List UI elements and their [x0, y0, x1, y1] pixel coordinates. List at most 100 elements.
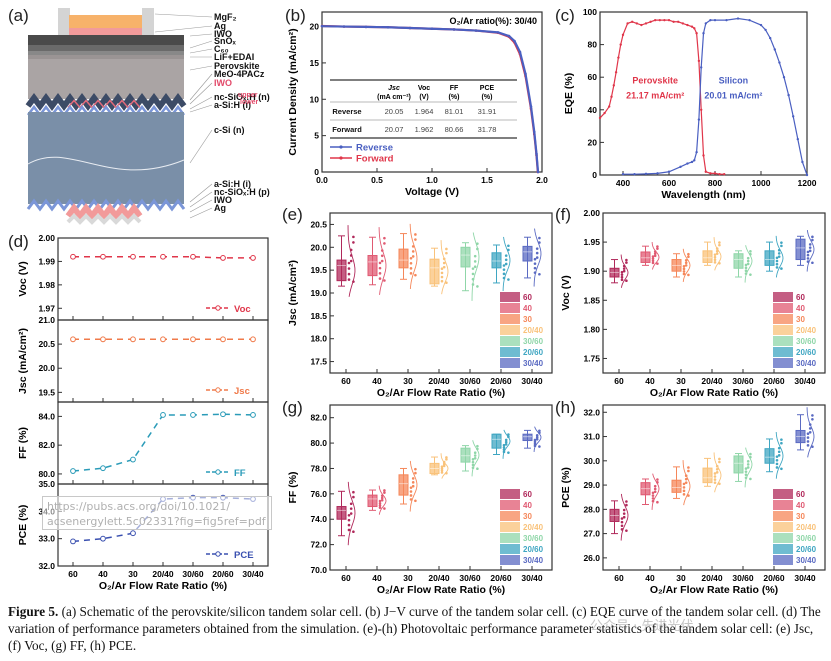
legend-swatch: [773, 303, 793, 313]
data-point: [496, 31, 500, 34]
legend-label: PCE: [234, 550, 254, 561]
legend-label: 40: [796, 304, 805, 313]
data-point: [535, 152, 538, 156]
data-point: [749, 455, 752, 459]
x-tick-label: 1000: [752, 178, 771, 188]
data-point: [476, 285, 479, 288]
data-point: [622, 512, 626, 515]
data-point: [651, 497, 655, 500]
data-point: [744, 467, 748, 470]
data-point: [347, 513, 351, 517]
data-point: [713, 258, 717, 262]
legend-swatch: [500, 511, 520, 521]
data-point: [409, 490, 413, 493]
legend-label: 30: [796, 315, 805, 324]
y-tick-label: 1.85: [583, 295, 600, 305]
leader-line: [189, 96, 213, 110]
legend-marker: [215, 551, 221, 557]
data-point: [672, 20, 675, 23]
data-point: [386, 25, 390, 29]
data-point: [621, 33, 625, 37]
tandem-cell-schematic: MgF₂AgIWOSnOₓC₆₀LiF+EDAIPerovskiteMeO-4P…: [25, 8, 270, 225]
data-point: [808, 430, 812, 434]
jsc-box-chart: 60 40 30 20/40 30/60 20/60 30/40 17.5 18.0 18.5 19…: [287, 212, 553, 399]
legend-label: 20/40: [523, 523, 544, 532]
watermark: 公众号 · 先进光伏: [590, 619, 694, 634]
data-point: [442, 257, 446, 261]
data-point: [654, 18, 657, 22]
table-cell: 1.962: [415, 125, 434, 134]
x-axis-label: O₂/Ar Flow Rate Ratio (%): [99, 580, 227, 592]
box-60: [336, 506, 347, 520]
leader-line: [154, 13, 213, 18]
data-point: [625, 261, 628, 264]
plot-frame: [602, 212, 826, 374]
legend-swatch: [773, 522, 793, 532]
data-point: [352, 495, 355, 499]
data-point: [538, 272, 541, 276]
data-point: [718, 172, 721, 176]
x-tick-label: 20/60: [763, 573, 785, 583]
x-tick-label: 20/40: [701, 573, 723, 583]
data-point: [746, 466, 750, 469]
legend-label: 60: [796, 490, 805, 499]
data-point: [476, 444, 479, 448]
data-point: [383, 279, 386, 282]
x-tick-label: 60: [614, 376, 624, 386]
c-si-wave: [27, 156, 185, 171]
layer-label-6: Perovskite: [214, 61, 260, 71]
data-point: [507, 34, 511, 38]
data-point: [709, 18, 712, 22]
data-point: [620, 278, 624, 282]
data-point: [507, 435, 510, 439]
x-tick-label: 30/40: [242, 569, 264, 579]
data-point: [347, 523, 351, 527]
data-point: [704, 170, 707, 173]
data-point: [808, 427, 812, 430]
data-point: [713, 18, 717, 22]
data-point: [411, 484, 415, 488]
distribution-curve: [620, 254, 629, 288]
data-point: [349, 254, 353, 257]
layer-ag-top: [69, 28, 142, 35]
data-point: [736, 17, 740, 20]
data-point: [442, 464, 446, 468]
data-point: [70, 538, 76, 545]
x-tick-label: 30/40: [521, 573, 543, 583]
data-point: [775, 458, 779, 462]
data-point: [100, 253, 106, 260]
data-point: [608, 105, 611, 108]
layer-mgf2: [69, 15, 142, 29]
data-point: [808, 423, 812, 426]
y-tick-label: 1.98: [38, 280, 55, 290]
legend-label: 30/60: [796, 534, 817, 543]
data-point: [656, 478, 659, 481]
y-axis-label: Jsc (mA/cm²): [287, 260, 299, 326]
data-point: [347, 272, 351, 276]
distribution-curve: [713, 452, 722, 493]
x-axis-label: Voltage (V): [405, 186, 459, 198]
data-point: [744, 269, 748, 273]
data-point: [471, 267, 475, 270]
data-point: [250, 336, 256, 343]
data-point: [723, 172, 726, 176]
data-point: [349, 248, 353, 252]
distribution-curve: [651, 242, 660, 270]
box-20/40: [702, 467, 713, 484]
legend-label: Reverse: [356, 143, 393, 154]
layer-label-4: C₆₀: [214, 44, 229, 54]
data-point: [682, 482, 686, 486]
data-point: [746, 256, 750, 260]
legend-swatch: [500, 314, 520, 324]
box-30: [671, 479, 682, 493]
legend-swatch: [773, 336, 793, 346]
data-point: [746, 259, 750, 263]
y-tick-label: 19.0: [310, 288, 327, 298]
x-axis-label: O₂/Ar Flow Rate Ratio (%): [650, 387, 778, 399]
data-point: [775, 256, 779, 260]
y-tick-label: 17.5: [310, 357, 327, 367]
box-20/40: [429, 258, 440, 285]
data-point: [704, 22, 707, 25]
distribution-curve: [806, 230, 815, 272]
layer-label-5: LiF+EDAI: [214, 52, 254, 62]
